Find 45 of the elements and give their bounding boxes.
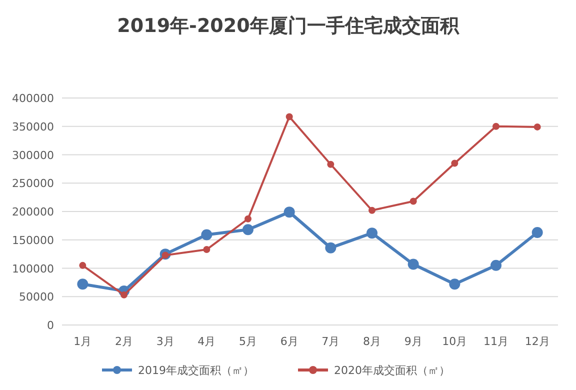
point xyxy=(366,228,378,239)
point xyxy=(451,160,458,167)
x-tick-label: 1月 xyxy=(74,335,92,348)
y-tick-label: 250000 xyxy=(12,177,54,190)
point xyxy=(449,278,460,290)
chart-title: 2019年-2020年厦门一手住宅成交面积 xyxy=(117,15,460,37)
point xyxy=(203,246,210,254)
point xyxy=(408,258,419,270)
x-tick-label: 2月 xyxy=(115,335,133,348)
y-tick-label: 100000 xyxy=(12,262,54,276)
y-tick-label: 400000 xyxy=(12,92,54,105)
point xyxy=(410,198,417,205)
y-tick-label: 50000 xyxy=(19,290,54,304)
point xyxy=(286,113,293,120)
x-tick-label: 3月 xyxy=(156,335,174,348)
x-tick-label: 6月 xyxy=(280,335,298,348)
x-tick-label: 12月 xyxy=(524,335,550,348)
x-tick-label: 9月 xyxy=(404,335,422,348)
y-tick-label: 300000 xyxy=(12,148,54,162)
point xyxy=(77,278,88,290)
point xyxy=(284,206,295,218)
point xyxy=(492,122,500,130)
x-tick-label: 8月 xyxy=(363,335,381,348)
point xyxy=(534,123,541,130)
point xyxy=(532,226,543,238)
y-tick-label: 150000 xyxy=(12,234,54,247)
x-tick-label: 7月 xyxy=(322,335,340,348)
point xyxy=(490,260,502,271)
point xyxy=(244,215,252,222)
legend-label: 2020年成交面积（㎡） xyxy=(334,364,450,377)
x-tick-label: 5月 xyxy=(239,335,257,348)
legend-label: 2019年成交面积（㎡） xyxy=(138,364,254,377)
x-tick-label: 4月 xyxy=(198,335,216,348)
point xyxy=(325,242,336,254)
y-tick-label: 0 xyxy=(47,319,54,332)
point xyxy=(120,291,128,298)
point xyxy=(242,224,254,236)
x-tick-label: 11月 xyxy=(484,335,508,348)
y-tick-label: 350000 xyxy=(12,120,54,134)
point xyxy=(327,160,334,168)
point xyxy=(79,262,86,269)
x-tick-label: 10月 xyxy=(442,335,468,348)
y-tick-label: 200000 xyxy=(12,206,54,218)
point xyxy=(201,229,212,240)
point xyxy=(368,206,376,214)
